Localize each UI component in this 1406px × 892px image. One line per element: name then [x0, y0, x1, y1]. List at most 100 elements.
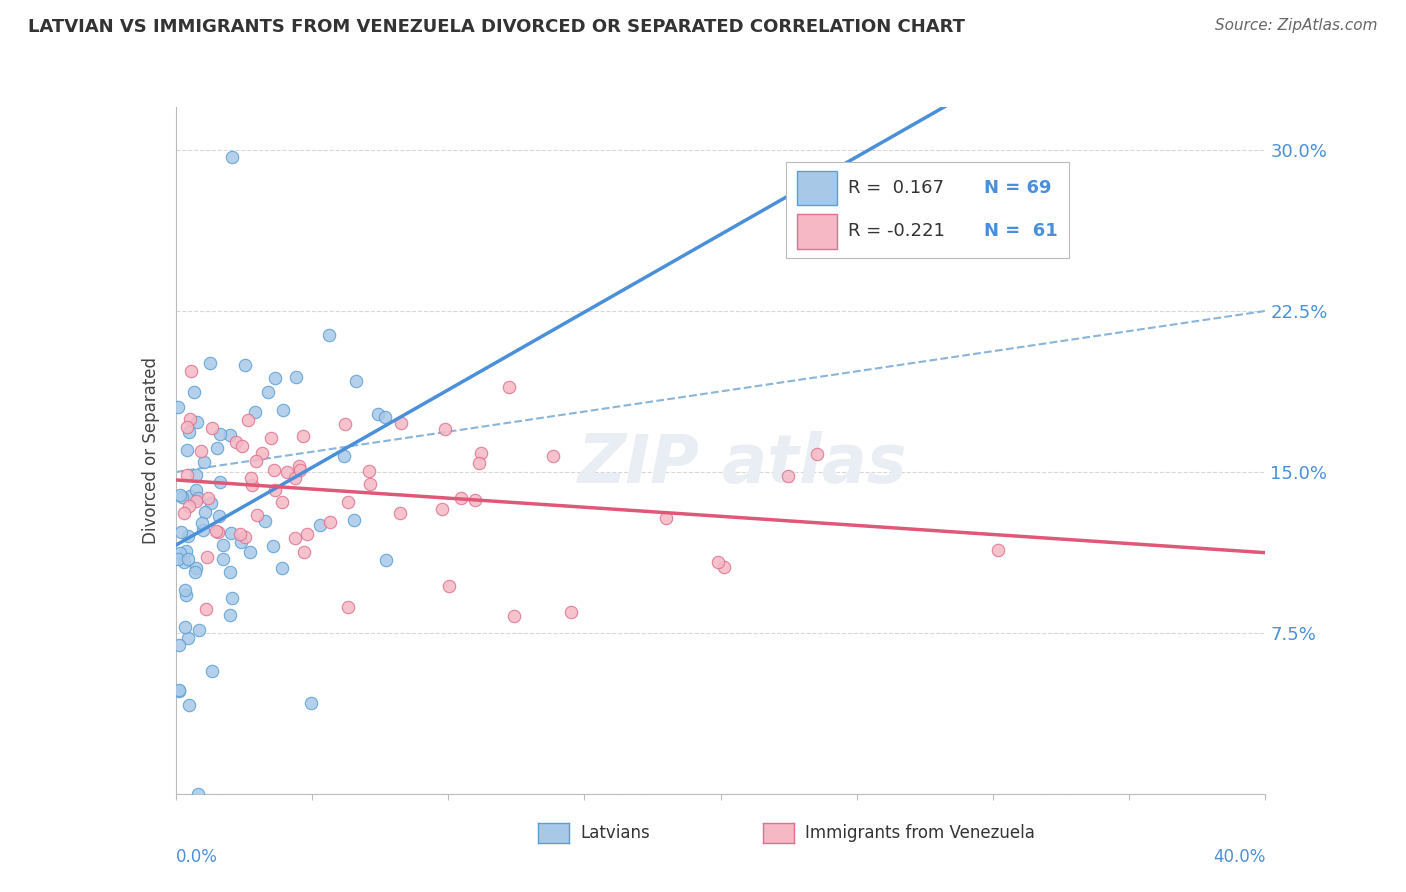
Point [262, 539, 284, 553]
FancyBboxPatch shape [797, 170, 837, 205]
Y-axis label: Divorced or Separated: Divorced or Separated [142, 357, 160, 544]
Point [170, 490, 193, 504]
Point [271, 494, 294, 508]
Point [374, 553, 396, 567]
Point [439, 579, 461, 593]
Point [231, 439, 253, 453]
Point [434, 422, 457, 436]
Point [205, 441, 228, 455]
Point [233, 358, 256, 372]
Point [776, 469, 799, 483]
Text: 0.0%: 0.0% [176, 847, 218, 865]
Point [176, 467, 198, 482]
Point [221, 591, 243, 605]
Point [236, 413, 259, 427]
Point [218, 565, 240, 579]
Point [655, 511, 678, 525]
Point [288, 458, 311, 473]
Point [173, 506, 195, 520]
Point [343, 513, 366, 527]
Point [238, 545, 260, 559]
Point [257, 385, 280, 400]
Point [284, 471, 307, 485]
Point [359, 464, 381, 478]
Point [560, 605, 582, 619]
Point [173, 556, 195, 570]
Point [194, 505, 217, 519]
Point [179, 412, 201, 426]
Point [318, 515, 340, 529]
Point [333, 449, 356, 463]
Point [170, 525, 193, 540]
Point [194, 601, 217, 615]
Point [388, 506, 411, 520]
Point [186, 561, 208, 575]
Point [264, 483, 287, 497]
Point [193, 455, 215, 469]
Text: Latvians: Latvians [581, 824, 650, 842]
Point [177, 631, 200, 645]
Point [464, 493, 486, 508]
Point [208, 475, 231, 489]
Point [221, 150, 243, 164]
Point [432, 501, 454, 516]
Point [374, 410, 396, 425]
Point [198, 356, 221, 370]
Point [541, 450, 564, 464]
Point [292, 428, 315, 442]
Point [254, 514, 277, 528]
Point [177, 529, 200, 543]
Point [169, 683, 191, 698]
Point [243, 405, 266, 419]
Point [169, 488, 191, 502]
Point [186, 415, 208, 429]
Point [318, 327, 340, 342]
Point [240, 471, 263, 485]
Point [173, 620, 195, 634]
Text: ZIP atlas: ZIP atlas [578, 431, 907, 497]
Point [187, 787, 209, 801]
Text: Source: ZipAtlas.com: Source: ZipAtlas.com [1215, 18, 1378, 33]
Point [186, 483, 208, 497]
Point [209, 426, 232, 441]
Point [263, 371, 285, 385]
Point [191, 516, 214, 531]
Point [344, 374, 367, 388]
Point [219, 427, 242, 442]
Point [167, 638, 190, 652]
Point [229, 527, 252, 541]
Point [183, 384, 205, 399]
Point [219, 526, 242, 541]
Point [225, 434, 247, 449]
Point [207, 525, 229, 540]
Point [205, 524, 228, 538]
Point [167, 682, 190, 697]
Point [174, 544, 197, 558]
Point [188, 623, 211, 637]
Point [229, 535, 252, 549]
Point [219, 607, 242, 622]
Point [498, 380, 520, 394]
Point [197, 491, 219, 505]
Point [250, 446, 273, 460]
Point [201, 664, 224, 678]
Point [201, 420, 224, 434]
Point [336, 600, 359, 615]
Point [184, 468, 207, 483]
Point [335, 417, 357, 431]
Point [167, 551, 190, 566]
Point [470, 446, 492, 460]
Point [245, 454, 267, 468]
Text: N = 69: N = 69 [984, 179, 1052, 197]
Point [285, 370, 308, 384]
Point [233, 530, 256, 544]
Point [177, 698, 200, 713]
Point [240, 478, 263, 492]
Point [468, 456, 491, 470]
Point [260, 431, 283, 445]
Point [191, 523, 214, 537]
Point [167, 400, 190, 414]
Point [195, 549, 218, 564]
Point [176, 420, 198, 434]
Point [263, 463, 285, 477]
